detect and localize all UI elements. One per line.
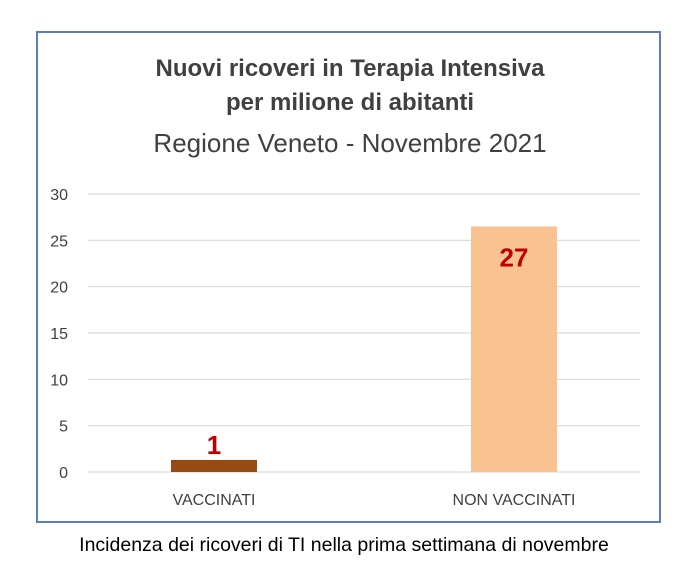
x-tick-label: NON VACCINATI (453, 492, 576, 509)
chart-title-line2: per milione di abitanti (226, 89, 474, 116)
y-tick-label: 30 (50, 187, 68, 204)
y-tick-label: 25 (50, 233, 68, 250)
chart-subtitle: Regione Veneto - Novembre 2021 (153, 128, 546, 158)
figure-caption: Incidenza dei ricoveri di TI nella prima… (79, 534, 609, 556)
chart-title: Nuovi ricoveri in Terapia Intensiva (155, 55, 545, 82)
y-tick-label: 10 (50, 372, 68, 389)
y-tick-label: 0 (59, 465, 68, 482)
x-tick-label: VACCINATI (173, 492, 256, 509)
bar-vaccinati (171, 459, 257, 472)
bar-non-vaccinati (471, 226, 557, 472)
y-tick-label: 15 (50, 326, 68, 343)
y-tick-label: 5 (59, 419, 68, 436)
data-label: 27 (500, 242, 529, 272)
data-label: 1 (207, 430, 221, 460)
y-tick-label: 20 (50, 280, 68, 297)
